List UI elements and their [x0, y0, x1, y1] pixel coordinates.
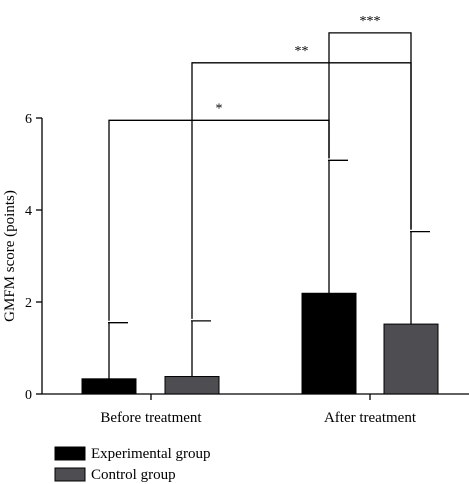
- error-bars: [108, 159, 430, 379]
- significance-bracket: [328, 32, 412, 230]
- bar: [383, 323, 439, 395]
- x-category-label: Before treatment: [100, 410, 202, 426]
- legend-label: Experimental group: [91, 446, 211, 462]
- x-axis: Before treatment After treatment: [42, 393, 469, 426]
- y-axis-title: GMFM score (points): [2, 190, 18, 322]
- y-tick-label: 6: [25, 112, 32, 127]
- bars: [81, 292, 439, 395]
- legend-swatch: [54, 446, 86, 461]
- x-category-label: After treatment: [324, 410, 417, 426]
- legend-swatch: [54, 467, 86, 482]
- significance-label: *: [216, 101, 223, 116]
- y-tick-label: 0: [25, 388, 32, 403]
- y-tick-label: 4: [25, 204, 32, 219]
- y-axis: 0 2 4 6: [25, 112, 43, 403]
- bar: [81, 378, 137, 395]
- bar: [301, 292, 357, 395]
- legend-label: Control group: [91, 467, 176, 483]
- significance-label: **: [295, 44, 309, 59]
- bar: [164, 376, 220, 395]
- legend: Experimental group Control group: [54, 446, 211, 483]
- y-tick-label: 2: [25, 296, 32, 311]
- significance-label: ***: [360, 14, 381, 29]
- significance-bracket: [108, 119, 330, 321]
- significance-brackets: ******: [108, 14, 412, 321]
- significance-bracket: [191, 62, 412, 319]
